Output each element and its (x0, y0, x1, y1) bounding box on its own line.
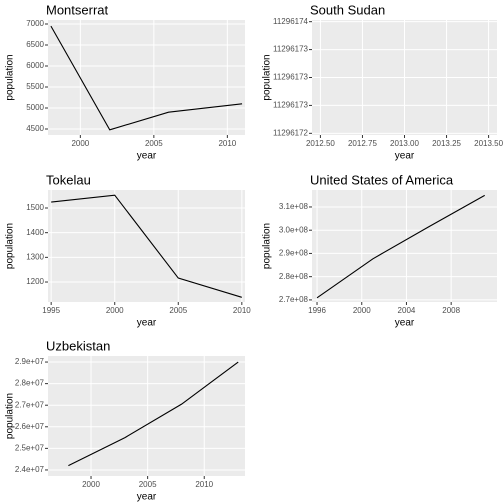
panel-title: Uzbekistan (46, 338, 110, 353)
data-line (68, 361, 239, 467)
x-axis-title: year (137, 318, 157, 329)
x-tick-label: 1996 (308, 306, 326, 315)
y-tick-label: 4500 (26, 124, 44, 133)
y-tick-label: 1400 (26, 228, 44, 237)
x-tick-label: 2005 (169, 306, 187, 315)
x-tick-label: 2010 (195, 480, 213, 489)
x-axis-title: year (137, 492, 157, 503)
y-tick-label: 11296174 (273, 17, 309, 26)
y-tick-label: 1300 (26, 252, 44, 261)
x-tick-label: 2000 (353, 306, 371, 315)
y-tick-label: 2.7e+07 (15, 400, 45, 409)
y-tick-label: 11296173 (273, 45, 309, 54)
y-axis-title: population (5, 54, 16, 100)
y-tick-label: 1500 (26, 203, 44, 212)
y-tick-label: 2.8e+08 (279, 272, 309, 281)
panel-title: United States of America (310, 172, 454, 187)
x-axis-title: year (395, 318, 415, 329)
y-tick-label: 2.8e+07 (15, 379, 45, 388)
y-tick-label: 2.7e+08 (279, 295, 309, 304)
x-tick-label: 2008 (442, 306, 460, 315)
y-tick-label: 2.9e+07 (15, 357, 45, 366)
y-tick-label: 5000 (26, 103, 44, 112)
y-tick-label: 11296173 (273, 101, 309, 110)
y-tick-label: 6500 (26, 40, 44, 49)
y-tick-label: 3.0e+08 (279, 225, 309, 234)
y-tick-label: 2.5e+07 (15, 443, 45, 452)
y-axis-title: population (262, 223, 273, 269)
panel-background (48, 356, 245, 476)
x-tick-label: 2013.50 (474, 139, 503, 148)
x-tick-label: 2000 (82, 480, 100, 489)
data-line (316, 194, 485, 299)
panel-background (312, 190, 497, 302)
x-tick-label: 2005 (145, 139, 163, 148)
y-tick-label: 2.9e+08 (279, 249, 309, 258)
y-tick-label: 5500 (26, 82, 44, 91)
panel-title: Tokelau (46, 172, 91, 187)
y-axis-title: population (262, 54, 273, 100)
y-tick-label: 6000 (26, 61, 44, 70)
y-tick-label: 7000 (26, 19, 44, 28)
panel-background (48, 190, 245, 302)
data-line (50, 25, 243, 131)
x-axis-title: year (137, 151, 157, 162)
y-tick-label: 11296172 (273, 128, 309, 137)
panel-title: Montserrat (46, 2, 109, 17)
panel-background (48, 20, 245, 135)
x-tick-label: 2010 (233, 306, 251, 315)
y-tick-label: 2.4e+07 (15, 465, 45, 474)
x-tick-label: 2000 (106, 306, 124, 315)
x-tick-label: 2012.75 (348, 139, 377, 148)
y-axis-title: population (5, 393, 16, 439)
x-tick-label: 2012.50 (306, 139, 335, 148)
data-line (51, 194, 242, 298)
y-tick-label: 2.6e+07 (15, 422, 45, 431)
x-tick-label: 2010 (218, 139, 236, 148)
panel-title: South Sudan (310, 2, 385, 17)
x-tick-label: 2013.00 (390, 139, 419, 148)
x-tick-label: 2005 (139, 480, 157, 489)
y-axis-title: population (5, 223, 16, 269)
x-tick-label: 1995 (42, 306, 60, 315)
x-tick-label: 2000 (71, 139, 89, 148)
y-tick-label: 11296173 (273, 73, 309, 82)
y-tick-label: 3.1e+08 (279, 202, 309, 211)
x-axis-title: year (395, 151, 415, 162)
x-tick-label: 2013.25 (432, 139, 461, 148)
x-tick-label: 2004 (398, 306, 416, 315)
y-tick-label: 1200 (26, 277, 44, 286)
